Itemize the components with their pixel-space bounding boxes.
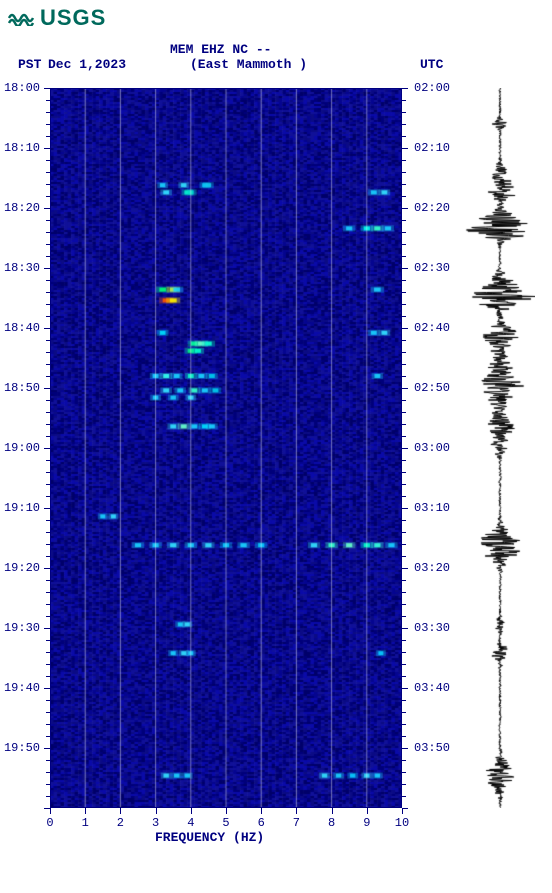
seismogram-trace <box>465 88 535 808</box>
y-label-pst: 18:10 <box>0 141 40 155</box>
y-label-pst: 19:30 <box>0 621 40 635</box>
logo-wave-icon <box>8 4 36 31</box>
x-label: 4 <box>187 816 194 830</box>
x-label: 5 <box>222 816 229 830</box>
x-label: 0 <box>46 816 53 830</box>
y-label-utc: 02:50 <box>414 381 450 395</box>
y-label-pst: 18:50 <box>0 381 40 395</box>
x-label: 10 <box>395 816 409 830</box>
utc-label: UTC <box>420 57 443 72</box>
logo-text: USGS <box>40 5 106 31</box>
station-title: MEM EHZ NC -- <box>170 42 271 57</box>
y-label-utc: 03:50 <box>414 741 450 755</box>
x-label: 7 <box>293 816 300 830</box>
y-label-utc: 02:10 <box>414 141 450 155</box>
x-label: 1 <box>82 816 89 830</box>
station-subtitle: (East Mammoth ) <box>190 57 307 72</box>
y-label-pst: 19:40 <box>0 681 40 695</box>
pst-label: PST <box>18 57 41 72</box>
spectrogram-canvas <box>50 88 402 808</box>
y-label-utc: 02:20 <box>414 201 450 215</box>
x-label: 8 <box>328 816 335 830</box>
x-label: 9 <box>363 816 370 830</box>
y-label-utc: 02:40 <box>414 321 450 335</box>
spectrogram-plot <box>50 88 402 808</box>
date-label: Dec 1,2023 <box>48 57 126 72</box>
y-label-pst: 19:20 <box>0 561 40 575</box>
x-axis-title: FREQUENCY (HZ) <box>155 830 264 845</box>
x-label: 3 <box>152 816 159 830</box>
x-label: 6 <box>258 816 265 830</box>
y-label-utc: 03:00 <box>414 441 450 455</box>
y-label-pst: 19:50 <box>0 741 40 755</box>
x-label: 2 <box>117 816 124 830</box>
y-label-utc: 03:40 <box>414 681 450 695</box>
y-label-utc: 02:00 <box>414 81 450 95</box>
y-label-utc: 02:30 <box>414 261 450 275</box>
y-label-pst: 19:10 <box>0 501 40 515</box>
y-label-pst: 18:40 <box>0 321 40 335</box>
y-label-pst: 18:20 <box>0 201 40 215</box>
y-label-utc: 03:30 <box>414 621 450 635</box>
usgs-logo: USGS <box>8 4 106 31</box>
y-label-pst: 19:00 <box>0 441 40 455</box>
y-label-pst: 18:00 <box>0 81 40 95</box>
y-label-utc: 03:10 <box>414 501 450 515</box>
y-label-pst: 18:30 <box>0 261 40 275</box>
y-label-utc: 03:20 <box>414 561 450 575</box>
